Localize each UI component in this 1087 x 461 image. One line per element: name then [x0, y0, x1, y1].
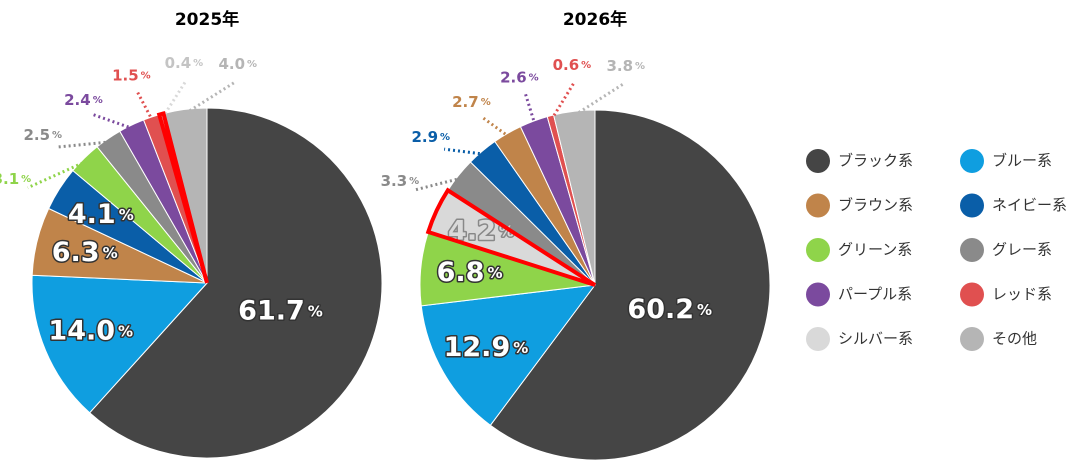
highlight-outline [156, 111, 209, 284]
data-label-unit: % [103, 243, 118, 261]
chart-title: 2026年 [563, 9, 627, 30]
data-label: 4.0% [218, 55, 257, 73]
data-label-unit: % [118, 322, 133, 340]
data-label-value: 12.9 [444, 332, 511, 363]
data-label-value: 2.6 [500, 68, 527, 86]
data-label-value: 3.3 [381, 172, 408, 190]
data-label-unit: % [513, 339, 528, 357]
data-label-unit: % [409, 176, 419, 187]
pie-slice [420, 284, 597, 426]
data-label-unit: % [529, 72, 539, 83]
data-label: 14.0% [48, 315, 133, 346]
data-label-unit: % [635, 61, 645, 72]
data-label: 0.6% [553, 56, 592, 74]
legend-label: グレー系 [992, 241, 1052, 259]
data-label-unit: % [52, 130, 62, 141]
legend-label: その他 [992, 330, 1037, 348]
data-label-value: 1.5 [112, 66, 139, 84]
legend-swatch [806, 282, 830, 307]
legend-swatch [806, 149, 830, 173]
leader-line [55, 140, 111, 149]
leader-line [480, 115, 511, 139]
data-label: 12.9% [444, 332, 529, 363]
data-label-unit: % [21, 174, 31, 185]
legend-label: ネイビー系 [992, 196, 1067, 214]
leader-line [27, 159, 88, 190]
data-label: 2.4% [64, 90, 103, 108]
data-label: 4.1% [68, 199, 134, 230]
data-label: 2.9% [411, 128, 450, 146]
leader-line [524, 93, 537, 126]
data-label-unit: % [440, 132, 450, 143]
legend-label: ブラウン系 [838, 196, 913, 214]
data-label-value: 0.6 [553, 56, 580, 74]
data-label-unit: % [93, 95, 103, 106]
legend-swatch [806, 327, 830, 351]
data-label: 2.5% [23, 126, 62, 144]
legend-label: ブラック系 [838, 152, 913, 170]
data-label: 0.4% [165, 54, 204, 72]
data-label-value: 3.1 [0, 170, 19, 188]
data-label-unit: % [487, 264, 502, 282]
legend-label: パープル系 [838, 285, 912, 303]
data-label-value: 3.8 [606, 57, 633, 75]
data-label-value: 4.0 [218, 55, 245, 73]
legend-label: グリーン系 [838, 241, 912, 259]
data-label-value: 2.9 [411, 128, 438, 146]
data-label: 3.3% [381, 172, 420, 190]
data-label-value: 14.0 [48, 315, 115, 346]
data-label-unit: % [481, 97, 491, 108]
data-label: 61.7% [238, 295, 323, 326]
data-label: 6.3% [52, 236, 118, 267]
leader-line [443, 147, 485, 156]
leader-line [550, 82, 576, 121]
legend-swatch [806, 193, 830, 218]
data-label-value: 2.7 [452, 92, 479, 110]
data-label-unit: % [119, 206, 134, 224]
highlight-outline [425, 187, 597, 287]
legend-swatch [960, 149, 984, 173]
legend-label: レッド系 [992, 285, 1052, 303]
legend-swatch [960, 238, 984, 262]
legend-label: シルバー系 [838, 330, 913, 348]
data-label-unit: % [308, 302, 323, 320]
legend-label: ブルー系 [992, 152, 1052, 170]
data-label: 3.8% [606, 57, 645, 75]
chart-title: 2025年 [175, 9, 239, 30]
data-label-value: 2.5 [23, 126, 50, 144]
data-label: 6.8% [437, 257, 503, 288]
data-label-unit: % [697, 300, 712, 318]
leader-line [136, 91, 154, 122]
pie-slice [88, 107, 383, 459]
data-label: 1.5% [112, 66, 151, 84]
pie-slice [489, 109, 771, 461]
data-label-value: 2.4 [64, 90, 91, 108]
data-label: 3.1% [0, 170, 31, 188]
data-label: 4.2% [448, 215, 514, 246]
legend-swatch [806, 238, 830, 262]
data-label: 2.7% [452, 92, 491, 110]
data-label-unit: % [247, 59, 257, 70]
data-label-value: 0.4 [165, 54, 192, 72]
data-label-value: 61.7 [238, 295, 305, 326]
legend-swatch [960, 282, 984, 307]
data-label-value: 6.3 [52, 236, 100, 267]
legend-swatch [960, 327, 984, 351]
data-label-value: 60.2 [627, 293, 694, 324]
pie-slice [31, 274, 209, 414]
data-label-value: 4.1 [68, 199, 116, 230]
data-label-unit: % [193, 58, 203, 69]
leader-line [92, 113, 134, 131]
data-label: 2.6% [500, 68, 539, 86]
data-label-value: 4.2 [448, 215, 496, 246]
data-label-value: 6.8 [437, 257, 485, 288]
legend-swatch [960, 193, 984, 218]
leader-line [161, 80, 188, 119]
data-label-unit: % [141, 70, 151, 81]
data-label-unit: % [581, 60, 591, 71]
data-label: 60.2% [627, 293, 712, 324]
